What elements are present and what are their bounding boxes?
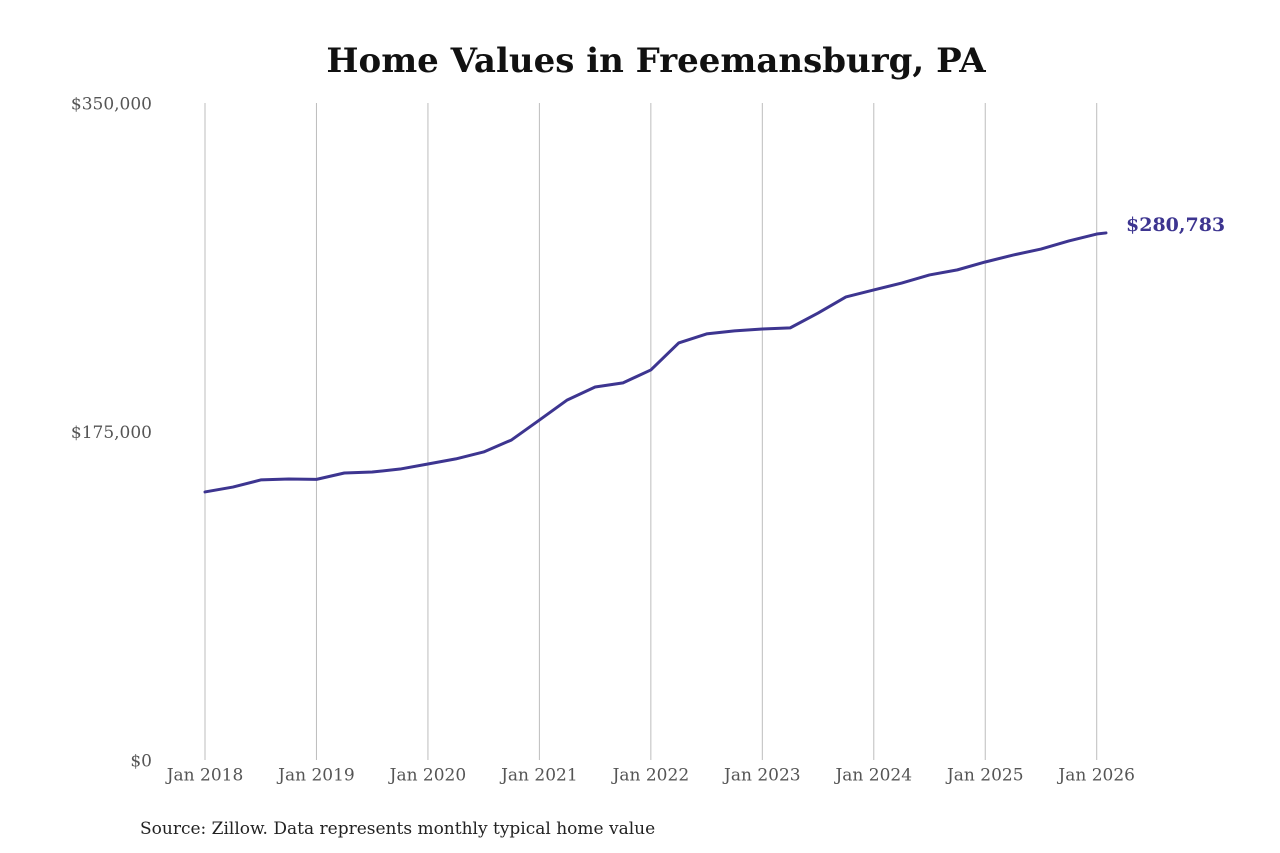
x-tick-label: Jan 2024 <box>833 766 912 786</box>
x-tick-label: Jan 2019 <box>276 766 355 786</box>
x-tick-label: Jan 2025 <box>945 766 1024 786</box>
x-tick-label: Jan 2020 <box>388 766 467 786</box>
x-tick-label: Jan 2023 <box>722 766 801 786</box>
x-tick-label: Jan 2021 <box>499 766 578 786</box>
y-tick-label: $350,000 <box>71 95 152 115</box>
source-note: Source: Zillow. Data represents monthly … <box>140 819 655 839</box>
x-tick-label: Jan 2026 <box>1056 766 1135 786</box>
x-tick-label: Jan 2018 <box>165 766 244 786</box>
line-series <box>203 231 1108 494</box>
y-tick-label: $0 <box>130 752 152 772</box>
y-tick-label: $175,000 <box>71 423 152 443</box>
value-label: $280,783 <box>1126 214 1225 236</box>
chart-title: Home Values in Freemansburg, PA <box>326 41 986 81</box>
x-tick-label: Jan 2022 <box>611 766 690 786</box>
